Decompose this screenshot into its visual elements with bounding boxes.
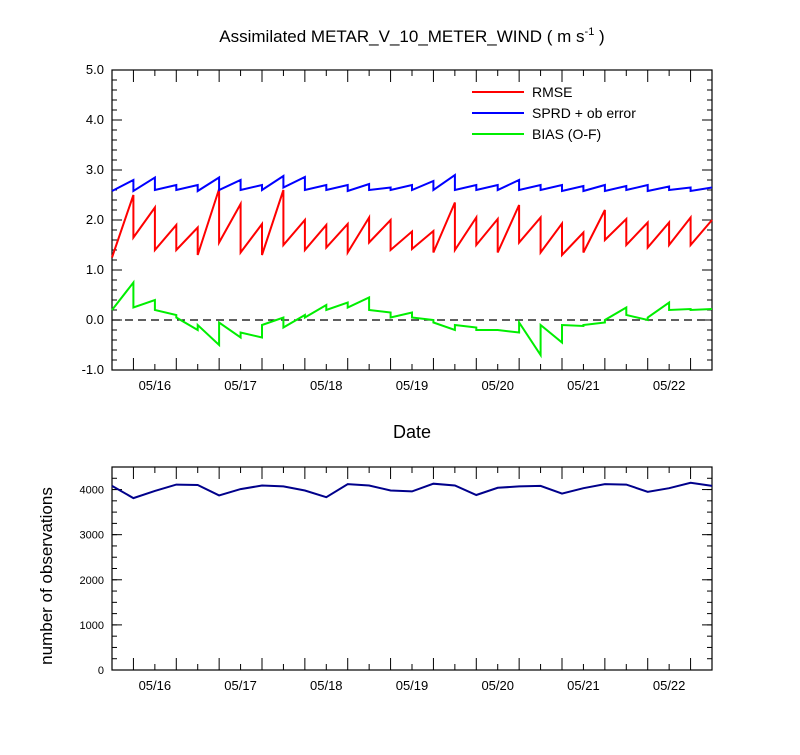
legend-entry: BIAS (O-F)	[532, 126, 601, 142]
y-tick-label: 0	[98, 665, 104, 677]
y-tick-label: 4.0	[86, 112, 104, 127]
y-axis-label: number of observations	[37, 487, 56, 665]
x-tick-label: 05/18	[310, 378, 343, 393]
chart-title-text: Assimilated METAR_V_10_METER_WIND ( m s	[219, 27, 584, 46]
chart-title-suffix: )	[594, 27, 604, 46]
chart-observation-count: 05/16 05/17 05/18 05/19 05/20 05/21 05/22 0 1000…	[37, 466, 713, 693]
x-tick-label: 05/22	[653, 378, 686, 393]
y-tick-label: 2.0	[86, 212, 104, 227]
y-tick-label: 1.0	[86, 262, 104, 277]
series-line-0	[111, 481, 713, 500]
x-tick-label: 05/19	[396, 678, 429, 693]
y-tick-label: 2000	[80, 575, 104, 587]
legend-entry: SPRD + ob error	[532, 105, 636, 121]
legend-entry: RMSE	[532, 84, 572, 100]
x-tick-label: 05/22	[653, 678, 686, 693]
y-tick-label: 0.0	[86, 312, 104, 327]
x-tick-label: 05/17	[224, 378, 257, 393]
series-line-1	[111, 173, 713, 193]
chart-title: Assimilated METAR_V_10_METER_WIND ( m s-…	[219, 26, 604, 46]
y-tick-label: -1.0	[82, 362, 104, 377]
x-tick-label: 05/18	[310, 678, 343, 693]
plot-frame	[111, 466, 713, 671]
x-tick-label: 05/19	[396, 378, 429, 393]
chart-verification-stats: 05/16 05/17 05/18 05/19 05/20 05/21 05/22 -1.0 0…	[82, 26, 713, 442]
series-line-0	[111, 188, 713, 258]
y-tick-label: 1000	[80, 620, 104, 632]
chart-title-superscript: -1	[585, 26, 595, 38]
x-tick-label: 05/16	[139, 678, 172, 693]
y-tick-label: 4000	[80, 485, 104, 497]
x-axis-label: Date	[393, 422, 431, 442]
x-tick-label: 05/17	[224, 678, 257, 693]
x-tick-label: 05/21	[567, 678, 600, 693]
series-line-2	[111, 279, 713, 359]
y-tick-label: 3.0	[86, 162, 104, 177]
x-tick-label: 05/21	[567, 378, 600, 393]
y-tick-label: 5.0	[86, 62, 104, 77]
y-ticks	[112, 466, 712, 671]
x-tick-label: 05/20	[481, 378, 514, 393]
y-tick-label: 3000	[80, 530, 104, 542]
legend: RMSE SPRD + ob error BIAS (O-F)	[472, 84, 636, 142]
x-ticks	[111, 70, 713, 370]
x-ticks	[111, 467, 713, 670]
x-tick-label: 05/20	[481, 678, 514, 693]
x-tick-label: 05/16	[139, 378, 172, 393]
